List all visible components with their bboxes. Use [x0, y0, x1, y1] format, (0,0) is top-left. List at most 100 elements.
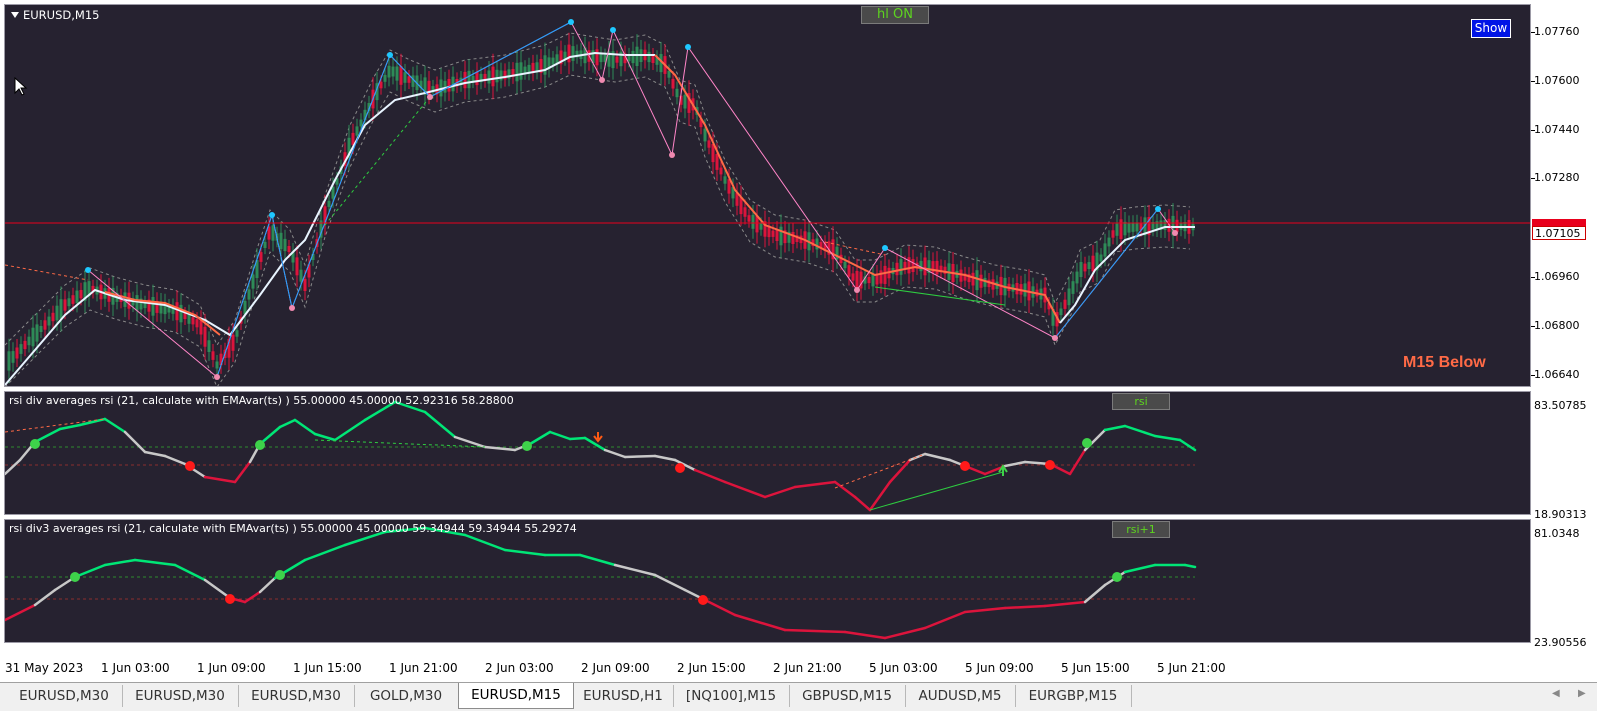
candle-body [163, 302, 167, 315]
tab-eurusd-m30[interactable]: EURUSD,M30 [6, 685, 123, 707]
hl-toggle-button[interactable]: hl ON [861, 6, 929, 24]
rsi-axis [1531, 391, 1597, 515]
candle-body [1123, 221, 1127, 236]
candle-body [11, 351, 15, 363]
candle-body [403, 72, 407, 83]
candle-body [7, 351, 11, 371]
candle-body [515, 62, 519, 82]
arrow-up-icon [998, 464, 1008, 476]
candle-body [671, 78, 675, 89]
candle-body [323, 206, 327, 224]
candle-body [307, 264, 311, 278]
price-chart-pane[interactable]: EURUSD,M15 hl ON Show M15 Below [4, 4, 1531, 387]
rsi3-line-segment [923, 610, 967, 630]
candle-body [495, 69, 499, 83]
tab-eurusd-m30[interactable]: EURUSD,M30 [238, 685, 355, 707]
candle-body [687, 93, 691, 113]
candle-body [883, 265, 887, 284]
candle-body [551, 57, 555, 65]
candle-body [563, 51, 567, 59]
candle-body [823, 242, 827, 251]
candle-body [67, 298, 71, 307]
dropdown-triangle-icon[interactable] [11, 12, 19, 18]
time-label: 5 Jun 03:00 [869, 661, 938, 675]
time-label: 5 Jun 15:00 [1061, 661, 1130, 675]
rsi-line-segment [363, 400, 397, 422]
cursor-arrow-icon [14, 77, 28, 96]
candle-body [943, 266, 947, 274]
candle-body [227, 339, 231, 358]
rsi3-cross-down-dot [698, 595, 708, 605]
candle-body [571, 46, 575, 61]
candle-body [375, 83, 379, 101]
candle-body [171, 305, 175, 314]
arrow-down-icon [593, 432, 603, 443]
rsi-plus1-button[interactable]: rsi+1 [1112, 521, 1170, 538]
chart-tabs-bar: EURUSD,M30 EURUSD,M30 EURUSD,M30 GOLD,M3… [0, 682, 1597, 711]
tab-gbpusd-m15[interactable]: GBPUSD,M15 [789, 685, 906, 707]
time-label: 1 Jun 03:00 [101, 661, 170, 675]
tab-eurgbp-m15[interactable]: EURGBP,M15 [1015, 685, 1132, 707]
tab-nq100-m15[interactable]: [NQ100],M15 [673, 685, 790, 707]
candle-body [87, 281, 91, 297]
candle-body [1135, 222, 1139, 232]
candle-body [983, 277, 987, 287]
candle-body [411, 75, 415, 87]
candle-body [439, 79, 443, 97]
tab-eurusd-m30[interactable]: EURUSD,M30 [122, 685, 239, 707]
rsi-cross-up-dot [255, 440, 265, 450]
tab-gold-m30[interactable]: GOLD,M30 [354, 685, 459, 707]
rsi3-line-segment [133, 558, 177, 567]
tab-audusd-m5[interactable]: AUDUSD,M5 [905, 685, 1016, 707]
scroll-left-icon[interactable]: ◀ [1552, 688, 1560, 699]
candle-body [519, 62, 523, 80]
candle-body [63, 299, 67, 311]
rsi-line-segment [833, 480, 857, 499]
candle-body [427, 80, 431, 95]
candle-body [447, 79, 451, 92]
rsi-cross-down-dot [960, 461, 970, 471]
moving-average-bear-line [104, 291, 221, 336]
candle-body [295, 257, 299, 276]
time-label: 31 May 2023 [5, 661, 84, 675]
rsi3-line-segment [503, 548, 547, 557]
rsi-button[interactable]: rsi [1112, 393, 1170, 410]
rsi3-line-segment [1043, 600, 1087, 608]
rsi-line-segment [693, 468, 727, 484]
time-label: 2 Jun 21:00 [773, 661, 842, 675]
rsi-line-segment [1123, 424, 1157, 438]
candle-body [935, 260, 939, 275]
candle-body [555, 54, 559, 65]
candle-body [835, 246, 839, 260]
candle-body [967, 274, 971, 283]
rsi-line-segment [1068, 448, 1087, 476]
rsi-indicator-pane[interactable]: rsi div averages rsi (21, calculate with… [4, 391, 1531, 515]
candle-body [607, 51, 611, 67]
candle-body [187, 313, 191, 324]
candle-body [331, 186, 335, 199]
candle-body [707, 140, 711, 148]
candle-body [895, 262, 899, 276]
pivot-low-dot [599, 77, 605, 83]
candle-body [763, 221, 767, 237]
candle-body [255, 260, 259, 278]
candle-body [595, 49, 599, 66]
scroll-right-icon[interactable]: ▶ [1578, 688, 1586, 699]
candle-body [783, 230, 787, 244]
time-axis [4, 645, 1531, 675]
tab-eurusd-h1[interactable]: EURUSD,H1 [573, 685, 674, 707]
candle-body [479, 73, 483, 83]
candle-body [91, 285, 95, 293]
rsi3-axis [1531, 519, 1597, 643]
candle-body [851, 273, 855, 281]
candle-body [627, 54, 631, 62]
candle-body [155, 301, 159, 313]
rsi-axis-max: 83.50785 [1534, 399, 1587, 412]
candle-body [83, 282, 87, 301]
tab-eurusd-m15[interactable]: EURUSD,M15 [458, 683, 574, 709]
rsi3-cross-up-dot [1112, 572, 1122, 582]
candle-body [175, 302, 179, 321]
rsi3-indicator-pane[interactable]: rsi div3 averages rsi (21, calculate wit… [4, 519, 1531, 643]
show-button[interactable]: Show [1471, 19, 1511, 38]
